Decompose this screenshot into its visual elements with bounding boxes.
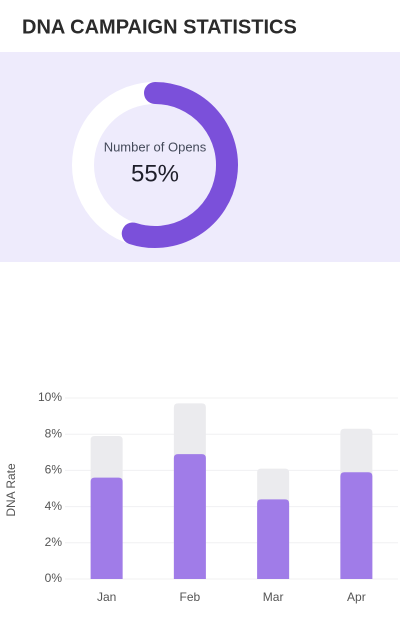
donut-arc: [121, 82, 238, 248]
bar: [173, 454, 206, 579]
x-tick-label: Apr: [347, 590, 366, 604]
y-axis-label: DNA Rate: [4, 463, 18, 517]
x-tick-label: Mar: [263, 590, 284, 604]
y-tick-label: 2%: [45, 535, 63, 549]
bar: [340, 472, 373, 579]
bar: [90, 477, 123, 579]
donut-title: Number of Opens: [104, 139, 207, 154]
x-tick-label: Jan: [97, 590, 116, 604]
x-tick-label: Feb: [180, 590, 201, 604]
y-tick-label: 6%: [45, 463, 63, 477]
y-tick-label: 10%: [38, 390, 62, 404]
y-tick-label: 4%: [45, 499, 63, 513]
donut-value-label: 55%: [131, 160, 179, 187]
bar: [257, 499, 290, 579]
page-title: DNA CAMPAIGN STATISTICS: [22, 16, 297, 38]
y-tick-label: 8%: [45, 426, 63, 440]
y-tick-label: 0%: [45, 571, 63, 585]
